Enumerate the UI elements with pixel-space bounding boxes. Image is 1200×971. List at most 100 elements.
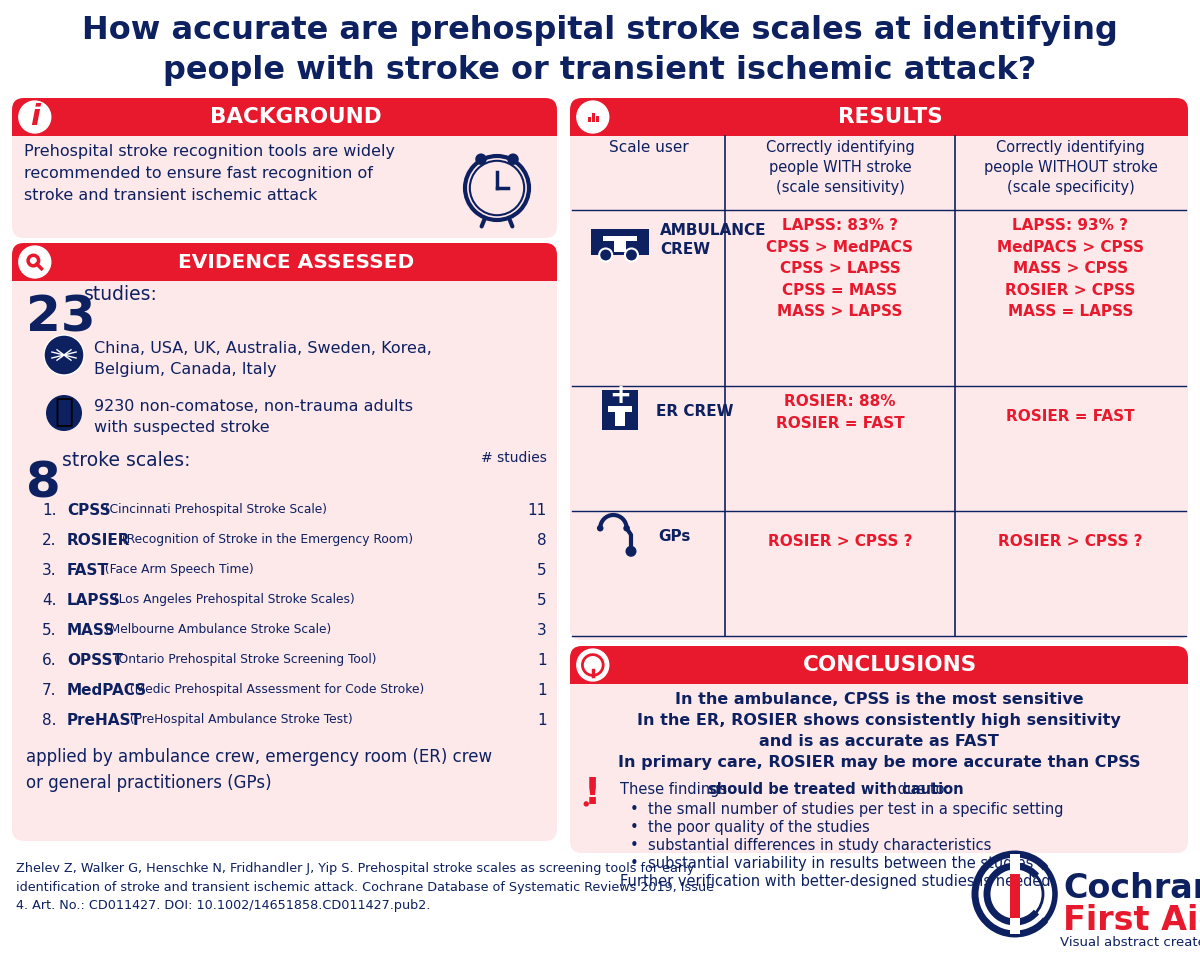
Text: EVIDENCE ASSESSED: EVIDENCE ASSESSED (178, 252, 414, 272)
Bar (592, 114, 595, 121)
Bar (588, 117, 590, 121)
Text: ROSIER = FAST: ROSIER = FAST (1006, 409, 1135, 424)
Text: applied by ambulance crew, emergency room (ER) crew
or general practitioners (GP: applied by ambulance crew, emergency roo… (26, 748, 492, 791)
Text: 1: 1 (538, 653, 547, 668)
Text: RESULTS: RESULTS (838, 107, 943, 127)
Text: studies:: studies: (84, 285, 158, 304)
Text: PreHAST: PreHAST (67, 713, 142, 728)
Text: (Ontario Prehospital Stroke Screening Tool): (Ontario Prehospital Stroke Screening To… (109, 653, 376, 666)
Text: 8.: 8. (42, 713, 56, 728)
Text: stroke scales:: stroke scales: (62, 451, 191, 470)
Text: How accurate are prehospital stroke scales at identifying: How accurate are prehospital stroke scal… (82, 15, 1118, 46)
Text: people with stroke or transient ischemic attack?: people with stroke or transient ischemic… (163, 55, 1037, 86)
Circle shape (46, 395, 82, 431)
Text: ER CREW: ER CREW (656, 404, 733, 419)
Text: 6.: 6. (42, 653, 56, 668)
Bar (1010, 861, 1020, 927)
Circle shape (44, 335, 84, 375)
Bar (12, 262, 557, 281)
Text: (Melbourne Ambulance Stroke Scale): (Melbourne Ambulance Stroke Scale) (101, 623, 331, 636)
Circle shape (19, 246, 50, 278)
Circle shape (508, 153, 518, 165)
Text: •  substantial differences in study characteristics: • substantial differences in study chara… (630, 838, 991, 853)
Text: 8: 8 (538, 533, 547, 548)
Bar (570, 665, 1188, 684)
Bar (570, 117, 1188, 136)
Bar (1010, 918, 1020, 934)
Text: •  substantial variability in results between the studies: • substantial variability in results bet… (630, 856, 1033, 871)
Text: AMBULANCE
CREW: AMBULANCE CREW (660, 223, 767, 256)
Text: 1.: 1. (42, 503, 56, 518)
Circle shape (623, 525, 630, 531)
Text: ROSIER > CPSS ?: ROSIER > CPSS ? (768, 534, 912, 549)
FancyBboxPatch shape (12, 243, 557, 841)
Circle shape (583, 801, 589, 807)
Text: (Recognition of Stroke in the Emergency Room): (Recognition of Stroke in the Emergency … (118, 533, 413, 546)
Text: OPSST: OPSST (67, 653, 124, 668)
Circle shape (625, 249, 638, 261)
Circle shape (596, 525, 604, 531)
FancyBboxPatch shape (12, 98, 557, 238)
Text: should be treated with caution: should be treated with caution (708, 782, 964, 797)
Bar (607, 406, 632, 412)
Text: In the ambulance, CPSS is the most sensitive
In the ER, ROSIER shows consistentl: In the ambulance, CPSS is the most sensi… (618, 692, 1140, 770)
Text: # studies: # studies (481, 451, 547, 465)
Text: CONCLUSIONS: CONCLUSIONS (803, 655, 978, 675)
Text: 3: 3 (538, 623, 547, 638)
Bar (602, 236, 637, 241)
Text: (Los Angeles Prehospital Stroke Scales): (Los Angeles Prehospital Stroke Scales) (109, 593, 354, 606)
Text: BACKGROUND: BACKGROUND (210, 107, 382, 127)
Text: First Aid: First Aid (1063, 904, 1200, 937)
Text: LAPSS: 93% ?
MedPACS > CPSS
MASS > CPSS
ROSIER > CPSS
MASS = LAPSS: LAPSS: 93% ? MedPACS > CPSS MASS > CPSS … (997, 218, 1144, 319)
Text: LAPSS: 83% ?
CPSS > MedPACS
CPSS > LAPSS
CPSS = MASS
MASS > LAPSS: LAPSS: 83% ? CPSS > MedPACS CPSS > LAPSS… (767, 218, 913, 319)
Text: •  the small number of studies per test in a specific setting: • the small number of studies per test i… (630, 802, 1063, 817)
Text: 4.: 4. (42, 593, 56, 608)
Text: China, USA, UK, Australia, Sweden, Korea,
Belgium, Canada, Italy: China, USA, UK, Australia, Sweden, Korea… (94, 341, 432, 377)
FancyBboxPatch shape (570, 646, 1188, 684)
Text: GPs: GPs (658, 529, 690, 544)
Text: These findings: These findings (620, 782, 732, 797)
Circle shape (19, 101, 50, 133)
Text: FAST: FAST (67, 563, 109, 578)
Bar (592, 229, 649, 255)
Text: 5: 5 (538, 563, 547, 578)
Text: (Cincinnati Prehospital Stroke Scale): (Cincinnati Prehospital Stroke Scale) (101, 503, 326, 516)
Text: (Face Arm Speech Time): (Face Arm Speech Time) (101, 563, 253, 576)
Text: MASS: MASS (67, 623, 115, 638)
Text: i: i (30, 103, 40, 131)
Text: CPSS: CPSS (67, 503, 110, 518)
Bar (595, 116, 599, 121)
Text: Correctly identifying
people WITH stroke
(scale sensitivity): Correctly identifying people WITH stroke… (766, 140, 914, 194)
Text: Further verification with better-designed studies is needed: Further verification with better-designe… (620, 874, 1051, 889)
FancyBboxPatch shape (570, 98, 1188, 640)
Text: 5.: 5. (42, 623, 56, 638)
FancyBboxPatch shape (570, 646, 1188, 853)
Text: ROSIER > CPSS ?: ROSIER > CPSS ? (998, 534, 1142, 549)
Text: 1: 1 (538, 713, 547, 728)
Circle shape (625, 546, 636, 556)
Bar (12, 117, 557, 136)
Text: 3.: 3. (42, 563, 56, 578)
Text: 11: 11 (528, 503, 547, 518)
Text: 7.: 7. (42, 683, 56, 698)
Bar (614, 237, 625, 252)
Text: 8: 8 (26, 459, 61, 507)
Circle shape (470, 161, 524, 216)
Text: 5: 5 (538, 593, 547, 608)
Text: 9230 non-comatose, non-trauma adults
with suspected stroke: 9230 non-comatose, non-trauma adults wit… (94, 399, 413, 435)
Text: 🧠: 🧠 (54, 397, 73, 428)
Bar (602, 390, 637, 430)
Text: ROSIER: ROSIER (67, 533, 131, 548)
Text: (Medic Prehospital Assessment for Code Stroke): (Medic Prehospital Assessment for Code S… (126, 683, 425, 696)
Text: Correctly identifying
people WITHOUT stroke
(scale specificity): Correctly identifying people WITHOUT str… (984, 140, 1158, 194)
Circle shape (577, 101, 608, 133)
Text: LAPSS: LAPSS (67, 593, 121, 608)
Text: +: + (610, 384, 631, 409)
Text: Prehospital stroke recognition tools are widely
recommended to ensure fast recog: Prehospital stroke recognition tools are… (24, 144, 395, 203)
FancyBboxPatch shape (570, 98, 1188, 136)
Text: ROSIER: 88%
ROSIER = FAST: ROSIER: 88% ROSIER = FAST (775, 394, 905, 430)
Text: (PreHospital Ambulance Stroke Test): (PreHospital Ambulance Stroke Test) (126, 713, 353, 726)
Text: MedPACS: MedPACS (67, 683, 148, 698)
Text: Visual abstract created in October 2021: Visual abstract created in October 2021 (1060, 936, 1200, 949)
Text: 1: 1 (538, 683, 547, 698)
